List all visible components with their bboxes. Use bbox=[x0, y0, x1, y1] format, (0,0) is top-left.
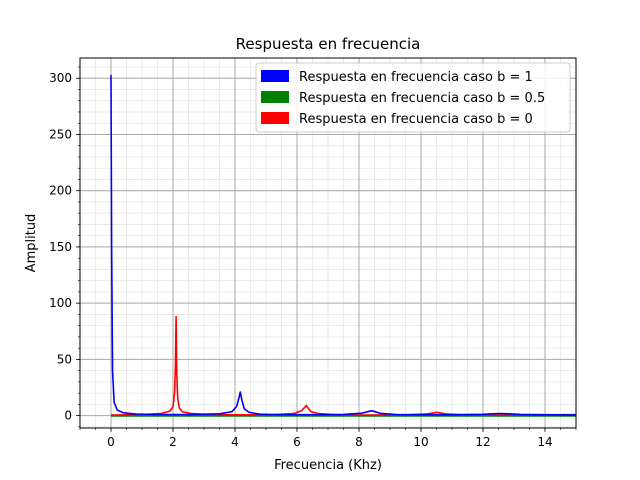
y-tick-label: 250 bbox=[49, 127, 72, 141]
y-tick-label: 150 bbox=[49, 240, 72, 254]
x-tick-label: 12 bbox=[475, 435, 490, 449]
legend-swatch-2 bbox=[261, 112, 289, 124]
legend-swatch-1 bbox=[261, 91, 289, 103]
legend-swatch-0 bbox=[261, 70, 289, 82]
series-line-2 bbox=[110, 315, 576, 416]
x-tick-label: 4 bbox=[231, 435, 239, 449]
x-tick-label: 6 bbox=[293, 435, 301, 449]
y-tick-label: 300 bbox=[49, 71, 72, 85]
legend-label-1: Respuesta en frecuencia caso b = 0.5 bbox=[299, 91, 545, 106]
legend-label-2: Respuesta en frecuencia caso b = 0 bbox=[299, 112, 533, 127]
series-layer bbox=[110, 74, 577, 417]
legend-label-0: Respuesta en frecuencia caso b = 1 bbox=[299, 70, 533, 85]
ticks: 0 2 4 6 8 10 12 14 0 50 100 150 200 250 300 bbox=[49, 66, 577, 449]
legend: Respuesta en frecuencia caso b = 1 Respue… bbox=[255, 62, 571, 133]
y-tick-label: 100 bbox=[49, 296, 72, 310]
x-axis-label: Frecuencia (Khz) bbox=[274, 458, 382, 473]
chart-title: Respuesta en frecuencia bbox=[236, 35, 421, 53]
x-tick-label: 8 bbox=[355, 435, 363, 449]
x-tick-label: 0 bbox=[107, 435, 115, 449]
series-line-0 bbox=[110, 74, 577, 416]
y-tick-label: 50 bbox=[57, 352, 72, 366]
y-tick-label: 200 bbox=[49, 184, 72, 198]
x-tick-label: 2 bbox=[169, 435, 177, 449]
x-tick-label: 14 bbox=[537, 435, 552, 449]
y-tick-label: 0 bbox=[64, 409, 72, 423]
x-tick-label: 10 bbox=[413, 435, 428, 449]
legend-box bbox=[255, 62, 571, 133]
y-axis-label: Amplitud bbox=[24, 214, 39, 273]
